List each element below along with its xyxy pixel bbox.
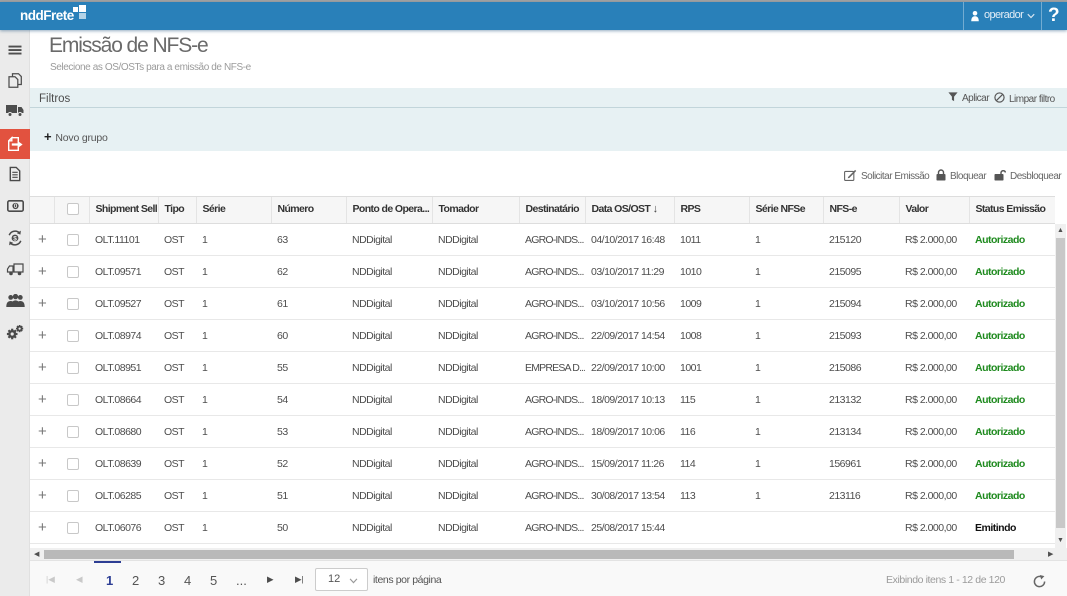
svg-text:0: 0 <box>13 204 17 210</box>
svg-text:$: $ <box>13 235 17 242</box>
